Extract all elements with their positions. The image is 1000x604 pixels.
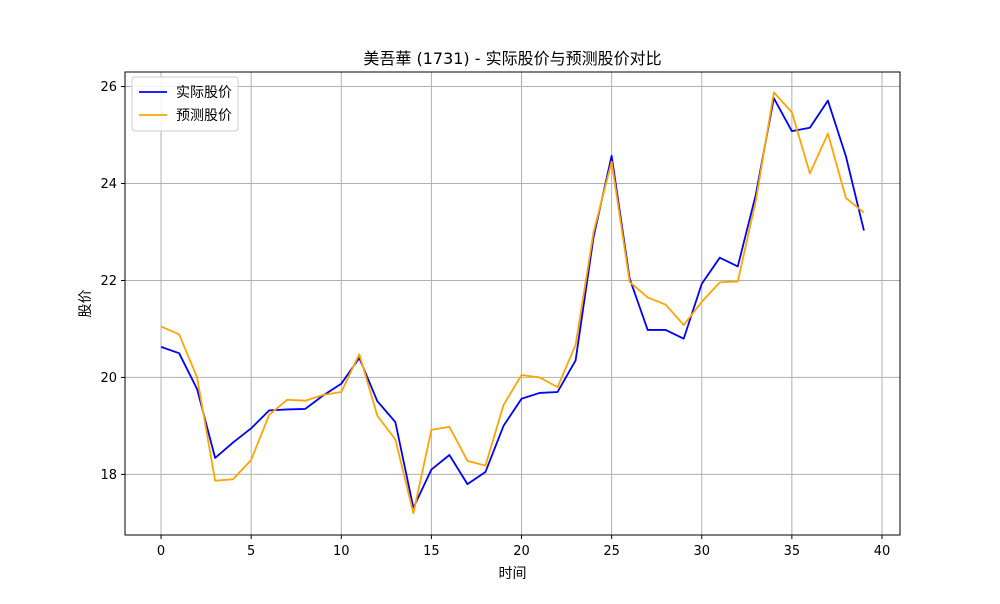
y-axis-label: 股价	[78, 290, 94, 318]
y-tick-label: 18	[100, 468, 117, 483]
legend-label-predicted: 预测股价	[176, 108, 232, 124]
series-line-actual	[160, 97, 865, 509]
y-tick-label: 26	[100, 80, 117, 95]
ticks-layer: 0 5 10 15 20 25 30 35 40 18 20 22 24 26	[100, 80, 890, 559]
x-tick-label: 35	[784, 544, 801, 559]
legend: 实际股价 预测股价	[131, 76, 239, 132]
series-line-predicted	[160, 91, 865, 515]
plot-frame	[124, 71, 901, 536]
y-tick-label: 24	[100, 177, 117, 192]
x-tick-label: 0	[157, 544, 165, 559]
series-layer	[160, 91, 865, 515]
chart-title: 美吾華 (1731) - 实际股价与预测股价对比	[363, 49, 661, 68]
x-tick-label: 5	[247, 544, 255, 559]
legend-label-actual: 实际股价	[176, 85, 232, 101]
x-tick-label: 30	[693, 544, 710, 559]
x-tick-label: 20	[513, 544, 530, 559]
x-tick-label: 40	[874, 544, 891, 559]
grid-layer	[125, 72, 900, 535]
x-tick-label: 25	[603, 544, 620, 559]
x-tick-label: 15	[423, 544, 440, 559]
y-tick-label: 22	[100, 274, 117, 289]
y-tick-label: 20	[100, 371, 117, 386]
legend-box	[131, 76, 239, 132]
x-axis-label: 时间	[499, 566, 527, 582]
x-tick-label: 10	[333, 544, 350, 559]
